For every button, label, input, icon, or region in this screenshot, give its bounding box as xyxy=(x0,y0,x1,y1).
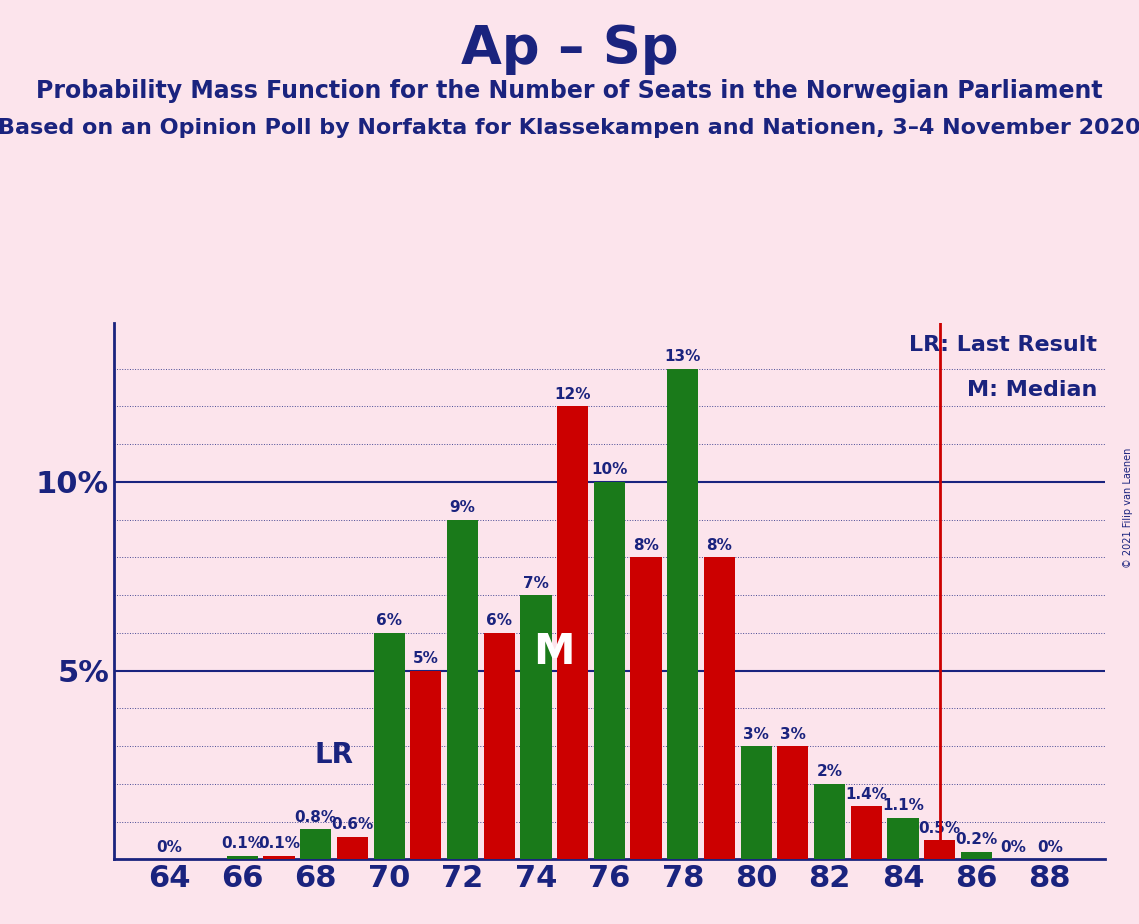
Text: LR: Last Result: LR: Last Result xyxy=(909,334,1098,355)
Bar xyxy=(593,482,625,859)
Text: 0.1%: 0.1% xyxy=(221,836,263,851)
Bar xyxy=(521,595,551,859)
Bar xyxy=(631,557,662,859)
Text: 0%: 0% xyxy=(156,840,182,855)
Bar xyxy=(667,369,698,859)
Text: 7%: 7% xyxy=(523,576,549,590)
Text: 0.1%: 0.1% xyxy=(259,836,300,851)
Text: M: M xyxy=(533,631,575,673)
Text: 13%: 13% xyxy=(664,349,700,364)
Text: Based on an Opinion Poll by Norfakta for Klassekampen and Nationen, 3–4 November: Based on an Opinion Poll by Norfakta for… xyxy=(0,118,1139,139)
Bar xyxy=(484,633,515,859)
Bar xyxy=(227,856,257,859)
Bar xyxy=(557,407,588,859)
Text: 0.6%: 0.6% xyxy=(331,817,374,833)
Text: Ap – Sp: Ap – Sp xyxy=(460,23,679,75)
Bar xyxy=(851,807,882,859)
Text: 6%: 6% xyxy=(376,614,402,628)
Text: 1.4%: 1.4% xyxy=(845,787,887,802)
Text: 12%: 12% xyxy=(555,387,591,402)
Text: © 2021 Filip van Laenen: © 2021 Filip van Laenen xyxy=(1123,448,1133,568)
Bar xyxy=(814,784,845,859)
Text: 10%: 10% xyxy=(591,462,628,478)
Text: 9%: 9% xyxy=(450,500,475,515)
Text: M: Median: M: Median xyxy=(967,380,1098,400)
Bar xyxy=(924,841,956,859)
Bar xyxy=(740,746,772,859)
Text: 0.5%: 0.5% xyxy=(919,821,960,836)
Bar xyxy=(263,856,295,859)
Text: 8%: 8% xyxy=(633,538,659,553)
Bar xyxy=(704,557,735,859)
Bar xyxy=(446,519,478,859)
Text: 8%: 8% xyxy=(706,538,732,553)
Text: 3%: 3% xyxy=(780,726,805,742)
Text: 0.8%: 0.8% xyxy=(295,809,337,824)
Text: LR: LR xyxy=(314,741,353,769)
Bar xyxy=(301,829,331,859)
Text: 1.1%: 1.1% xyxy=(882,798,924,813)
Bar xyxy=(887,818,918,859)
Bar xyxy=(961,852,992,859)
Text: 0%: 0% xyxy=(1036,840,1063,855)
Bar xyxy=(374,633,404,859)
Bar xyxy=(777,746,809,859)
Text: 0%: 0% xyxy=(1000,840,1026,855)
Bar xyxy=(337,836,368,859)
Text: Probability Mass Function for the Number of Seats in the Norwegian Parliament: Probability Mass Function for the Number… xyxy=(36,79,1103,103)
Text: 5%: 5% xyxy=(413,651,439,666)
Text: 3%: 3% xyxy=(744,726,769,742)
Text: 2%: 2% xyxy=(817,764,843,779)
Text: 0.2%: 0.2% xyxy=(956,833,998,847)
Text: 6%: 6% xyxy=(486,614,513,628)
Bar xyxy=(410,671,442,859)
